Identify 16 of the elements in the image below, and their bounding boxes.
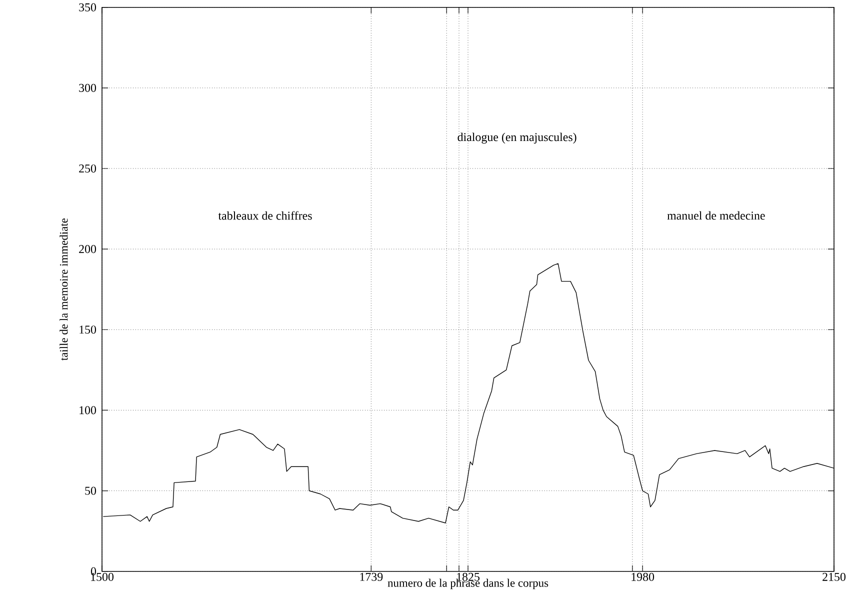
annotation: dialogue (en majuscules) xyxy=(458,132,576,144)
y-tick-label: 150 xyxy=(80,325,96,334)
y-axis-title: taille de la memoire immediate xyxy=(60,218,68,360)
annotation: manuel de medecine xyxy=(667,211,765,220)
y-tick-label: 250 xyxy=(79,164,96,172)
x-tick-label: 2150 xyxy=(822,572,846,581)
annotation: tableaux de chiffres xyxy=(218,211,312,220)
y-tick-label: 50 xyxy=(85,486,96,495)
y-tick-label: 100 xyxy=(80,406,96,414)
x-tick-label: 1739 xyxy=(360,572,383,581)
x-axis-title: numero de la phrase dans le corpus xyxy=(388,578,548,589)
x-tick-label: 1980 xyxy=(632,572,654,581)
y-tick-label: 350 xyxy=(79,3,96,12)
x-tick-label: 1825 xyxy=(457,572,480,581)
y-tick-label: 300 xyxy=(79,84,96,92)
y-tick-label: 200 xyxy=(79,244,96,253)
